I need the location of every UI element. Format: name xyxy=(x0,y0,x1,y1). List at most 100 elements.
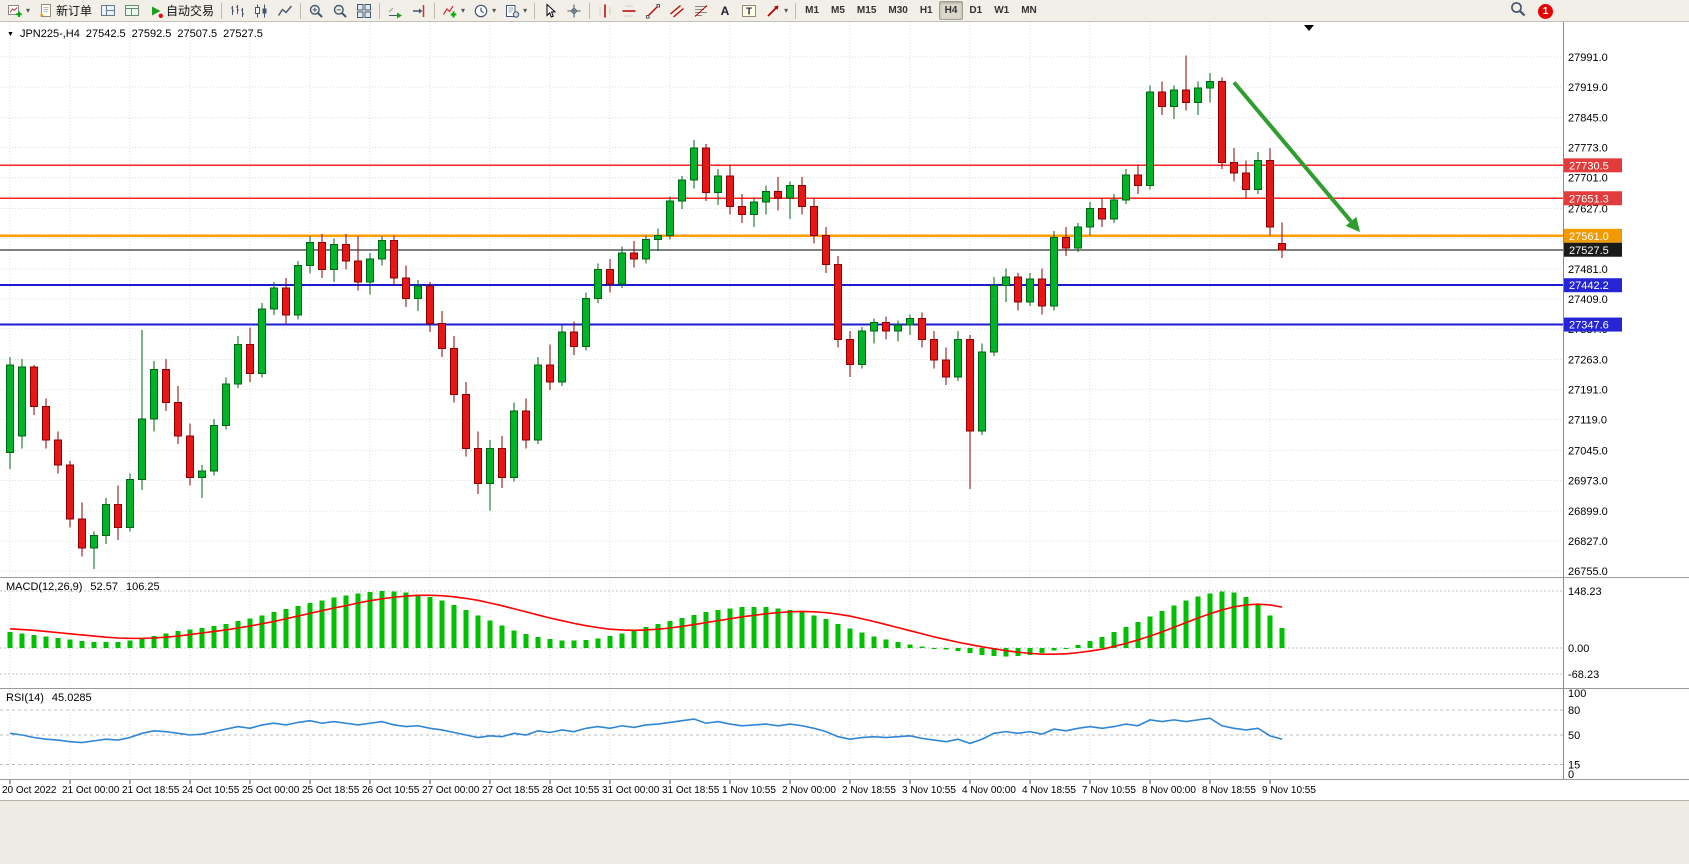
toolbar-separator xyxy=(795,2,797,19)
toolbar-separator xyxy=(589,2,591,19)
time-axis[interactable]: 20 Oct 2022 21 Oct 00:00 21 Oct 18:55 24 Oc… xyxy=(2,780,1316,796)
svg-text:25 Oct 18:55: 25 Oct 18:55 xyxy=(302,785,360,796)
zoom-out-button[interactable] xyxy=(328,1,352,21)
timeframe-m15-button[interactable]: M15 xyxy=(856,5,877,16)
indicator-axis: 148.23 0.00 -68.23 100 80 50 150 xyxy=(1568,586,1602,781)
toolbar: ▾ 新订单 自动交易 ▾ ▾ ▾ A T ▾ M1 M5 M15 M30 H1 H4 D1 W1 MN xyxy=(0,0,1689,22)
macd-signal-line xyxy=(9,594,1283,655)
vertical-line-button[interactable] xyxy=(593,1,617,21)
trendline-button[interactable] xyxy=(641,1,665,21)
profiles-button[interactable] xyxy=(96,1,120,21)
toolbar-right: 1 xyxy=(1510,0,1553,22)
svg-text:27561.0: 27561.0 xyxy=(1569,231,1609,243)
svg-text:28 Oct 10:55: 28 Oct 10:55 xyxy=(542,785,600,796)
current-price-line-badge xyxy=(1564,242,1622,257)
svg-text:80: 80 xyxy=(1568,705,1580,717)
svg-text:27991.0: 27991.0 xyxy=(1568,52,1608,64)
svg-text:27045.0: 27045.0 xyxy=(1568,445,1608,457)
trend-arrow-head[interactable] xyxy=(1345,216,1360,233)
svg-text:1 Nov 10:55: 1 Nov 10:55 xyxy=(722,785,776,796)
new-order-button[interactable]: 新订单 xyxy=(34,1,96,21)
timeframe-m1-button[interactable]: M1 xyxy=(805,5,820,16)
svg-text:27409.0: 27409.0 xyxy=(1568,294,1608,306)
clock-icon xyxy=(474,4,488,17)
bar-chart-button[interactable] xyxy=(225,1,249,21)
autotrading-icon xyxy=(152,6,164,18)
arrows-button[interactable]: ▾ xyxy=(761,1,792,21)
svg-text:26899.0: 26899.0 xyxy=(1568,506,1608,518)
fibo-icon xyxy=(694,4,708,17)
data-window-button[interactable] xyxy=(120,1,144,21)
notification-badge[interactable]: 1 xyxy=(1538,3,1553,19)
periods-button[interactable]: ▾ xyxy=(469,1,500,21)
svg-text:25 Oct 00:00: 25 Oct 00:00 xyxy=(242,785,300,796)
layout-icon xyxy=(101,4,116,16)
search-button[interactable] xyxy=(1510,1,1526,22)
zoom-in-button[interactable] xyxy=(304,1,328,21)
svg-text:4 Nov 18:55: 4 Nov 18:55 xyxy=(1022,785,1076,796)
svg-text:3 Nov 10:55: 3 Nov 10:55 xyxy=(902,785,956,796)
trend-arrow[interactable] xyxy=(1232,81,1353,223)
textT-icon: T xyxy=(742,4,757,17)
svg-text:27191.0: 27191.0 xyxy=(1568,385,1608,397)
timeframe-w1-button[interactable]: W1 xyxy=(994,5,1010,16)
tile-icon xyxy=(357,3,372,18)
channel-button[interactable] xyxy=(665,1,689,21)
auto-scroll-icon xyxy=(388,7,403,18)
new-chart-button[interactable]: ▾ xyxy=(3,1,34,21)
crosshair-button[interactable] xyxy=(562,1,586,21)
chart-shift-button[interactable] xyxy=(407,1,431,21)
label-button[interactable]: T xyxy=(737,1,761,21)
zoom-out-icon xyxy=(333,4,347,18)
fibonacci-button[interactable] xyxy=(689,1,713,21)
textA-icon: A xyxy=(721,4,730,18)
timeframe-d1-button[interactable]: D1 xyxy=(969,5,983,16)
timeframe-h1-button[interactable]: H1 xyxy=(919,5,933,16)
chevron-down-icon: ▾ xyxy=(523,6,528,15)
timeframe-m5-button[interactable]: M5 xyxy=(831,5,845,16)
chart-shift-marker[interactable] xyxy=(1304,25,1314,31)
svg-text:20 Oct 2022: 20 Oct 2022 xyxy=(2,785,57,796)
indicators-button[interactable]: ▾ xyxy=(438,1,469,21)
rsi-line xyxy=(9,717,1283,745)
price-axis[interactable]: 27991.0 27919.0 27845.0 27773.0 27701.0 27627… xyxy=(1564,52,1622,578)
chart-plot-area[interactable] xyxy=(0,22,1563,780)
svg-text:27347.6: 27347.6 xyxy=(1569,320,1609,332)
templates-button[interactable]: ▾ xyxy=(500,1,531,21)
data-window-icon xyxy=(125,4,140,16)
svg-text:9 Nov 10:55: 9 Nov 10:55 xyxy=(1262,785,1316,796)
autotrading-button[interactable]: 自动交易 xyxy=(144,1,218,21)
timeframe-mn-button[interactable]: MN xyxy=(1021,5,1037,16)
autotrading-button-label: 自动交易 xyxy=(166,4,215,18)
timeframe-m30-button[interactable]: M30 xyxy=(888,5,908,16)
linechart-icon xyxy=(277,5,293,16)
svg-text:27651.3: 27651.3 xyxy=(1569,193,1609,205)
text-button[interactable]: A xyxy=(713,1,737,21)
svg-text:27 Oct 18:55: 27 Oct 18:55 xyxy=(482,785,540,796)
svg-text:-68.23: -68.23 xyxy=(1568,669,1599,681)
candlestick-chart-button[interactable] xyxy=(249,1,273,21)
svg-text:148.23: 148.23 xyxy=(1568,586,1602,598)
svg-text:4 Nov 00:00: 4 Nov 00:00 xyxy=(962,785,1016,796)
chart-shift-icon xyxy=(413,4,425,17)
cursor-button[interactable] xyxy=(538,1,562,21)
symbol-dropdown-icon[interactable]: ▼ xyxy=(7,30,14,38)
horizontal-line-button[interactable] xyxy=(617,1,641,21)
svg-text:100: 100 xyxy=(1568,688,1586,700)
svg-text:T: T xyxy=(746,6,752,17)
auto-scroll-button[interactable] xyxy=(383,1,407,21)
resistance-line-27651-badge xyxy=(1564,191,1622,206)
pivot-line-27561-badge xyxy=(1564,228,1622,243)
line-chart-button[interactable] xyxy=(273,1,297,21)
svg-text:8 Nov 18:55: 8 Nov 18:55 xyxy=(1202,785,1256,796)
trend-icon xyxy=(646,3,661,18)
arrows-icon xyxy=(767,5,779,17)
svg-text:8 Nov 00:00: 8 Nov 00:00 xyxy=(1142,785,1196,796)
svg-text:27730.5: 27730.5 xyxy=(1569,160,1609,172)
timeframe-h4-button[interactable]: H4 xyxy=(938,1,964,20)
svg-text:0.00: 0.00 xyxy=(1568,643,1589,655)
chevron-down-icon: ▾ xyxy=(784,6,789,15)
tile-windows-button[interactable] xyxy=(352,1,376,21)
rsi-levels xyxy=(0,709,1563,765)
